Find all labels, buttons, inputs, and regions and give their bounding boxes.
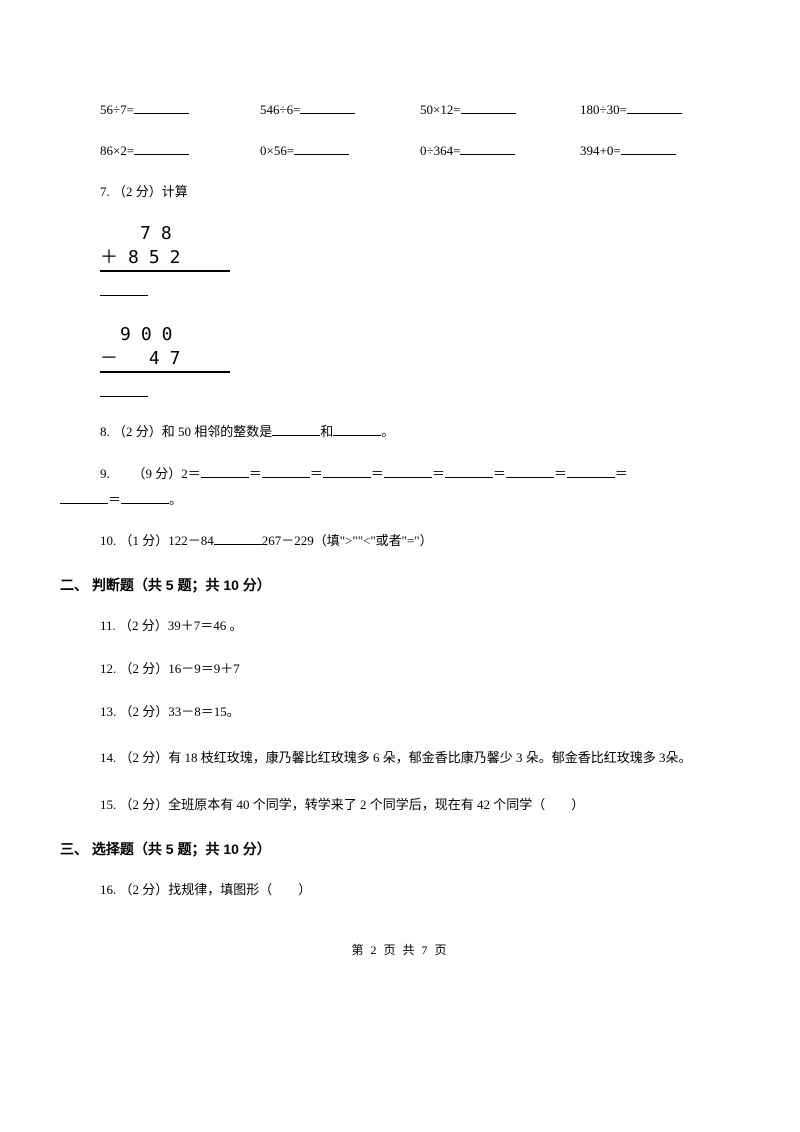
- q11: 11. （2 分）39＋7＝46 。: [60, 616, 740, 637]
- expr: 50×12=: [420, 100, 580, 121]
- blank: [272, 422, 320, 436]
- blank: [201, 464, 249, 478]
- expr: 546÷6=: [260, 100, 420, 121]
- section-2-title: 二、 判断题（共 5 题；共 10 分）: [60, 574, 740, 596]
- blank: [294, 141, 349, 155]
- expr-text: 56÷7=: [100, 102, 134, 117]
- calc-rule: [100, 371, 230, 373]
- blank: [506, 464, 554, 478]
- q10: 10. （1 分）122－84 267－229（填">""<"或者"="）: [60, 531, 740, 552]
- q14-text: 14. （2 分）有 18 枝红玫瑰，康乃馨比红玫瑰多 6 朵，郁金香比康乃馨少…: [100, 750, 692, 765]
- calc-row: － 47: [100, 345, 740, 369]
- answer-blank: [60, 383, 740, 404]
- q12: 12. （2 分）16－9＝9＋7: [60, 659, 740, 680]
- calc-row: 900: [100, 321, 740, 345]
- expr-text: 180÷30=: [580, 102, 627, 117]
- expr: 180÷30=: [580, 100, 740, 121]
- section-3-title: 三、 选择题（共 5 题；共 10 分）: [60, 838, 740, 860]
- eq: ＝: [371, 466, 384, 481]
- blank: [214, 531, 262, 545]
- eq: ＝: [432, 466, 445, 481]
- answer-blank: [60, 282, 740, 303]
- q8-text: 。: [381, 424, 394, 439]
- q16: 16. （2 分）找规律，填图形（ ）: [60, 880, 740, 901]
- q8-text: 和: [320, 424, 333, 439]
- calc-row: 78: [100, 220, 740, 244]
- page-footer: 第 2 页 共 7 页: [60, 941, 740, 960]
- blank: [134, 100, 189, 114]
- blank: [323, 464, 371, 478]
- q9: 9. （9 分）2＝ ＝ ＝ ＝ ＝ ＝ ＝ ＝ ＝ 。: [60, 461, 740, 513]
- expr: 86×2=: [100, 141, 260, 162]
- q7-label: 7. （2 分）计算: [60, 182, 740, 203]
- q14: 14. （2 分）有 18 枝红玫瑰，康乃馨比红玫瑰多 6 朵，郁金香比康乃馨少…: [60, 744, 740, 773]
- blank: [134, 141, 189, 155]
- q8-text: 8. （2 分）和 50 相邻的整数是: [100, 424, 272, 439]
- expr-text: 0×56=: [260, 143, 294, 158]
- blank: [621, 141, 676, 155]
- vertical-calc-2: 900 － 47: [100, 321, 740, 373]
- blank: [60, 490, 108, 504]
- q9-prefix: 9. （9 分）2＝: [60, 466, 201, 481]
- blank: [100, 383, 148, 397]
- arithmetic-row-2: 86×2= 0×56= 0÷364= 394+0=: [60, 141, 740, 162]
- blank: [627, 100, 682, 114]
- eq: ＝: [310, 466, 323, 481]
- expr-text: 50×12=: [420, 102, 461, 117]
- page-container: 56÷7= 546÷6= 50×12= 180÷30= 86×2= 0×56= …: [0, 0, 800, 1010]
- eq: ＝: [249, 466, 262, 481]
- blank: [460, 141, 515, 155]
- q15: 15. （2 分）全班原本有 40 个同学，转学来了 2 个同学后，现在有 42…: [60, 795, 740, 816]
- q10-text: 10. （1 分）122－84: [100, 533, 214, 548]
- q8: 8. （2 分）和 50 相邻的整数是 和 。: [60, 422, 740, 443]
- blank: [121, 490, 169, 504]
- calc-rule: [100, 270, 230, 272]
- blank: [300, 100, 355, 114]
- blank: [100, 282, 148, 296]
- blank: [567, 464, 615, 478]
- eq: ＝: [554, 466, 567, 481]
- expr: 394+0=: [580, 141, 740, 162]
- blank: [461, 100, 516, 114]
- q13: 13. （2 分）33－8＝15。: [60, 702, 740, 723]
- blank: [384, 464, 432, 478]
- expr-text: 394+0=: [580, 143, 621, 158]
- expr: 0÷364=: [420, 141, 580, 162]
- vertical-calc-1: 78 ＋852: [100, 220, 740, 272]
- eq: ＝: [615, 466, 628, 481]
- calc-row: ＋852: [100, 244, 740, 268]
- blank: [445, 464, 493, 478]
- q9-end: 。: [169, 492, 182, 507]
- expr-text: 0÷364=: [420, 143, 460, 158]
- expr-text: 546÷6=: [260, 102, 300, 117]
- arithmetic-row-1: 56÷7= 546÷6= 50×12= 180÷30=: [60, 100, 740, 121]
- expr: 56÷7=: [100, 100, 260, 121]
- q10-text: 267－229（填">""<"或者"="）: [262, 533, 433, 548]
- expr: 0×56=: [260, 141, 420, 162]
- eq: ＝: [108, 492, 121, 507]
- eq: ＝: [493, 466, 506, 481]
- blank: [333, 422, 381, 436]
- blank: [262, 464, 310, 478]
- expr-text: 86×2=: [100, 143, 134, 158]
